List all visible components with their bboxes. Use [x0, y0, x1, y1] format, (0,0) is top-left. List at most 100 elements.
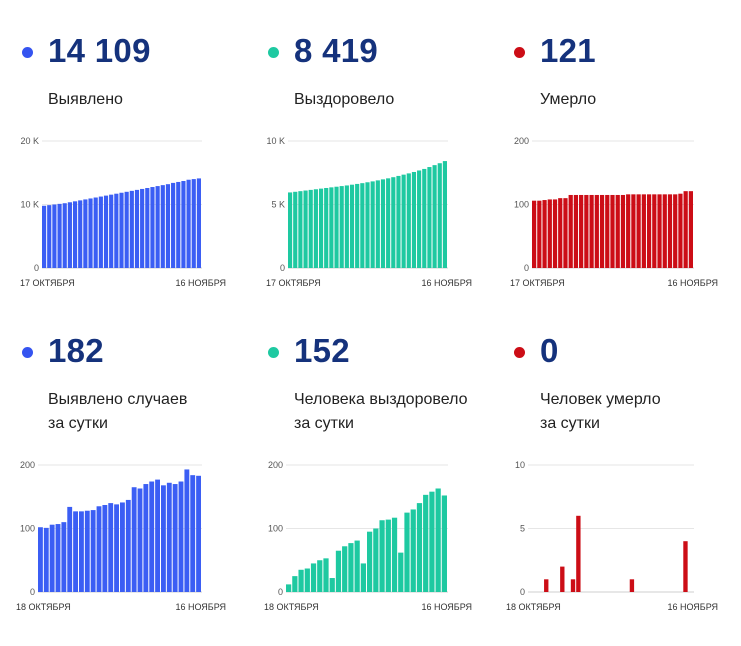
bar — [406, 173, 411, 268]
bar — [657, 194, 662, 268]
deaths-daily-value: 0 — [540, 332, 559, 369]
y-tick-label: 20 K — [20, 136, 39, 146]
x-end-label: 16 НОЯБРЯ — [667, 278, 718, 288]
bar — [79, 511, 84, 592]
bar — [114, 504, 119, 592]
bar — [683, 541, 688, 592]
y-tick-label: 0 — [280, 263, 285, 273]
bar — [427, 167, 432, 268]
bar — [145, 187, 150, 268]
x-start-label: 17 ОКТЯБРЯ — [266, 278, 321, 288]
bar — [129, 190, 134, 268]
bar — [584, 194, 589, 268]
bar — [181, 181, 186, 268]
bar — [641, 194, 646, 268]
bar — [298, 569, 304, 592]
bar — [49, 524, 55, 592]
bar — [532, 200, 537, 268]
bar — [423, 494, 429, 592]
recovered-total-chart: 0 5 K 10 K 17 ОКТЯБРЯ 16 НОЯБРЯ — [266, 136, 472, 288]
deaths-total-value: 121 — [540, 32, 596, 69]
y-tick-label: 100 — [20, 524, 35, 534]
deaths-daily-label: Человек умерло за сутки — [540, 388, 661, 436]
bar — [688, 191, 693, 268]
bar — [335, 550, 342, 592]
bar — [570, 579, 576, 592]
card-deaths-daily: 0 Человек умерло за сутки 0 5 10 18 ОКТЯБРЯ… — [506, 332, 741, 646]
bar — [386, 178, 391, 268]
bar — [149, 481, 155, 592]
bar — [57, 203, 62, 268]
bar — [629, 579, 635, 592]
bar — [93, 197, 98, 268]
bar — [324, 187, 329, 268]
bar — [304, 568, 310, 592]
bar — [140, 188, 145, 268]
bar — [673, 194, 678, 268]
bar — [667, 194, 673, 268]
bar — [55, 524, 61, 592]
bar — [184, 469, 190, 592]
bar — [119, 192, 124, 268]
y-tick-label: 0 — [30, 587, 35, 597]
bar — [43, 527, 49, 592]
bar — [375, 180, 380, 268]
deaths-daily-label-line2: за сутки — [540, 415, 600, 432]
bar — [416, 503, 423, 592]
bar — [605, 194, 610, 268]
bar — [303, 190, 308, 268]
y-tick-label: 0 — [34, 263, 39, 273]
bar — [67, 506, 73, 592]
bar — [83, 199, 88, 268]
bar — [442, 161, 447, 268]
bar — [155, 479, 160, 592]
bar — [626, 194, 631, 268]
bar — [542, 200, 547, 268]
bar — [401, 174, 406, 268]
x-start-label: 17 ОКТЯБРЯ — [510, 278, 565, 288]
bar — [429, 491, 435, 592]
bar — [563, 198, 568, 268]
bar — [360, 563, 366, 592]
bar — [155, 186, 160, 268]
bar — [178, 481, 184, 592]
bar — [339, 186, 344, 268]
bar — [161, 485, 166, 592]
bar — [317, 560, 323, 592]
detected-daily-label-line1: Выявлено случаев — [48, 391, 188, 408]
green-dot-icon — [268, 347, 279, 358]
red-dot-icon — [514, 47, 525, 58]
deaths-total-chart: 0 100 200 17 ОКТЯБРЯ 16 НОЯБРЯ — [510, 136, 718, 288]
bar — [165, 184, 171, 268]
deaths-total-label: Умерло — [540, 91, 597, 108]
bar — [61, 522, 67, 592]
bar — [589, 194, 594, 268]
bar — [52, 204, 57, 268]
bar — [411, 171, 417, 268]
y-tick-label: 0 — [520, 587, 525, 597]
bar — [344, 185, 349, 268]
bar — [437, 163, 442, 268]
bar — [150, 187, 155, 268]
red-dot-icon — [514, 347, 525, 358]
detected-total-label: Выявлено — [48, 91, 123, 108]
bar — [190, 475, 196, 592]
x-end-label: 16 НОЯБРЯ — [175, 602, 226, 612]
bar — [435, 488, 441, 592]
x-end-label: 16 НОЯБРЯ — [421, 602, 472, 612]
blue-dot-icon — [22, 347, 33, 358]
bar — [391, 177, 396, 268]
recovered-daily-value: 152 — [294, 332, 350, 369]
bar — [579, 194, 584, 268]
bar — [124, 191, 129, 268]
bar — [98, 196, 103, 268]
bar — [631, 194, 636, 268]
bar — [615, 194, 620, 268]
bar — [568, 194, 573, 268]
detected-daily-label: Выявлено случаев за сутки — [48, 388, 187, 436]
bar — [88, 198, 93, 268]
bar — [417, 170, 422, 268]
bar — [298, 191, 303, 268]
bar — [599, 194, 605, 268]
bar — [96, 506, 102, 592]
